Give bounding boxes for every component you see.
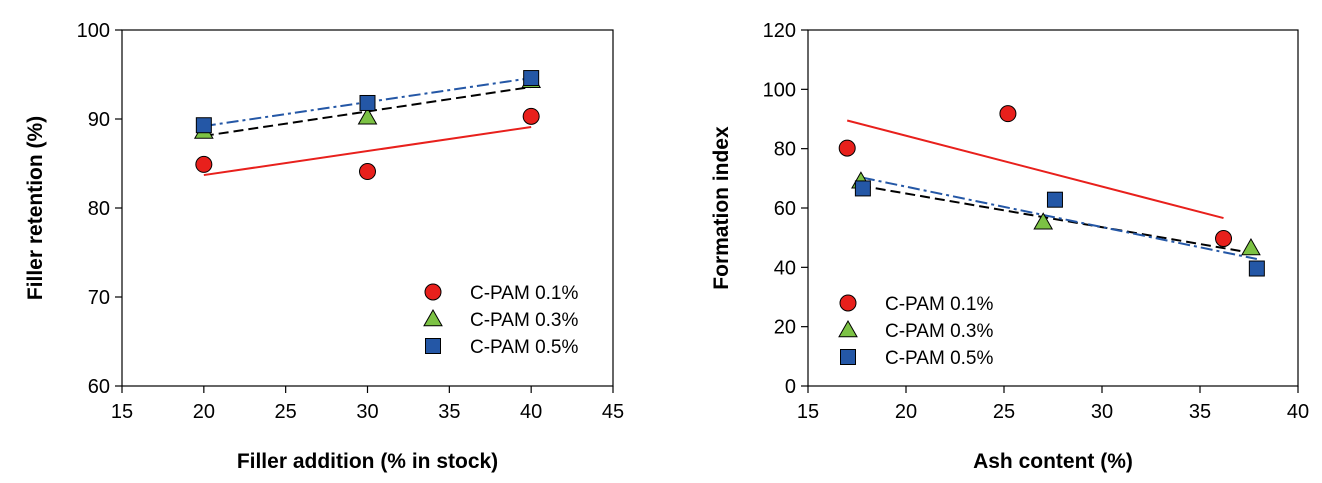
data-point-series-3 [854, 180, 871, 197]
x-tick-label: 35 [438, 401, 460, 423]
data-point-series-2 [357, 107, 378, 125]
x-tick-label: 45 [602, 401, 624, 423]
x-axis-title: Filler addition (% in stock) [237, 450, 498, 473]
y-tick-label: 60 [88, 376, 110, 398]
trendline-series-1 [203, 126, 532, 177]
data-point-series-2 [1033, 212, 1054, 230]
x-tick-label: 30 [356, 401, 378, 423]
y-tick-label: 80 [88, 198, 110, 220]
data-point-series-1 [359, 163, 376, 181]
y-tick-label: 100 [77, 20, 110, 42]
y-axis-title: Filler retention (%) [24, 116, 47, 300]
x-tick-label: 15 [111, 401, 133, 423]
data-point-series-3 [359, 94, 376, 111]
legend-label-series-2: C-PAM 0.3% [470, 310, 579, 331]
y-tick-label: 120 [763, 20, 796, 42]
trendline-series-2 [860, 184, 1252, 254]
data-point-series-1 [195, 155, 213, 173]
y-tick-label: 70 [88, 287, 110, 309]
legend-label-series-3: C-PAM 0.5% [885, 348, 994, 369]
data-point-series-1 [522, 107, 540, 125]
x-tick-label: 20 [193, 401, 215, 423]
data-point-series-3 [1248, 260, 1265, 277]
x-tick-label: 25 [275, 401, 297, 423]
legend-label-series-1: C-PAM 0.1% [470, 283, 579, 304]
data-point-series-1 [999, 105, 1017, 123]
data-point-series-2 [1241, 238, 1261, 256]
y-tick-label: 80 [774, 139, 796, 161]
chart-1: 15 20 25 30 35 40 45 60 70 80 90 100 Filler addition… [24, 20, 624, 473]
legend-label-series-1: C-PAM 0.1% [885, 294, 994, 315]
data-point-series-1 [838, 139, 856, 157]
chart-2: 15 20 25 30 35 40 0 20 40 60 80 100 120 Ash content (… [710, 20, 1309, 473]
legend-marker-series-2 [423, 308, 443, 327]
x-tick-label: 35 [1189, 401, 1211, 423]
y-tick-label: 90 [88, 109, 110, 131]
data-point-series-3 [523, 70, 540, 87]
legend-label-series-3: C-PAM 0.5% [470, 337, 579, 358]
y-axis-title: Formation index [710, 126, 733, 290]
legend-marker-series-1 [839, 294, 857, 312]
y-tick-label: 60 [774, 198, 796, 220]
y-tick-label: 100 [763, 79, 796, 101]
y-tick-label: 40 [774, 257, 796, 279]
legend-marker-series-1 [424, 283, 442, 301]
y-tick-label: 20 [774, 317, 796, 339]
x-tick-label: 15 [797, 401, 819, 423]
legend-marker-series-3 [840, 349, 856, 365]
data-point-series-3 [195, 117, 212, 134]
x-tick-label: 20 [895, 401, 917, 423]
y-tick-label: 0 [785, 376, 796, 398]
trendline-series-3 [862, 176, 1258, 261]
plot-frame [121, 29, 614, 387]
plot-frame [807, 29, 1299, 387]
data-point-series-1 [1215, 230, 1233, 248]
x-tick-label: 40 [1287, 401, 1309, 423]
legend-label-series-2: C-PAM 0.3% [885, 321, 994, 342]
trendline-series-1 [846, 119, 1224, 220]
x-tick-label: 40 [520, 401, 542, 423]
legend-marker-series-3 [425, 338, 441, 354]
x-tick-label: 30 [1091, 401, 1113, 423]
data-point-series-3 [1046, 191, 1063, 208]
x-axis-title: Ash content (%) [973, 450, 1133, 473]
x-tick-label: 25 [993, 401, 1015, 423]
legend-marker-series-2 [838, 319, 858, 338]
